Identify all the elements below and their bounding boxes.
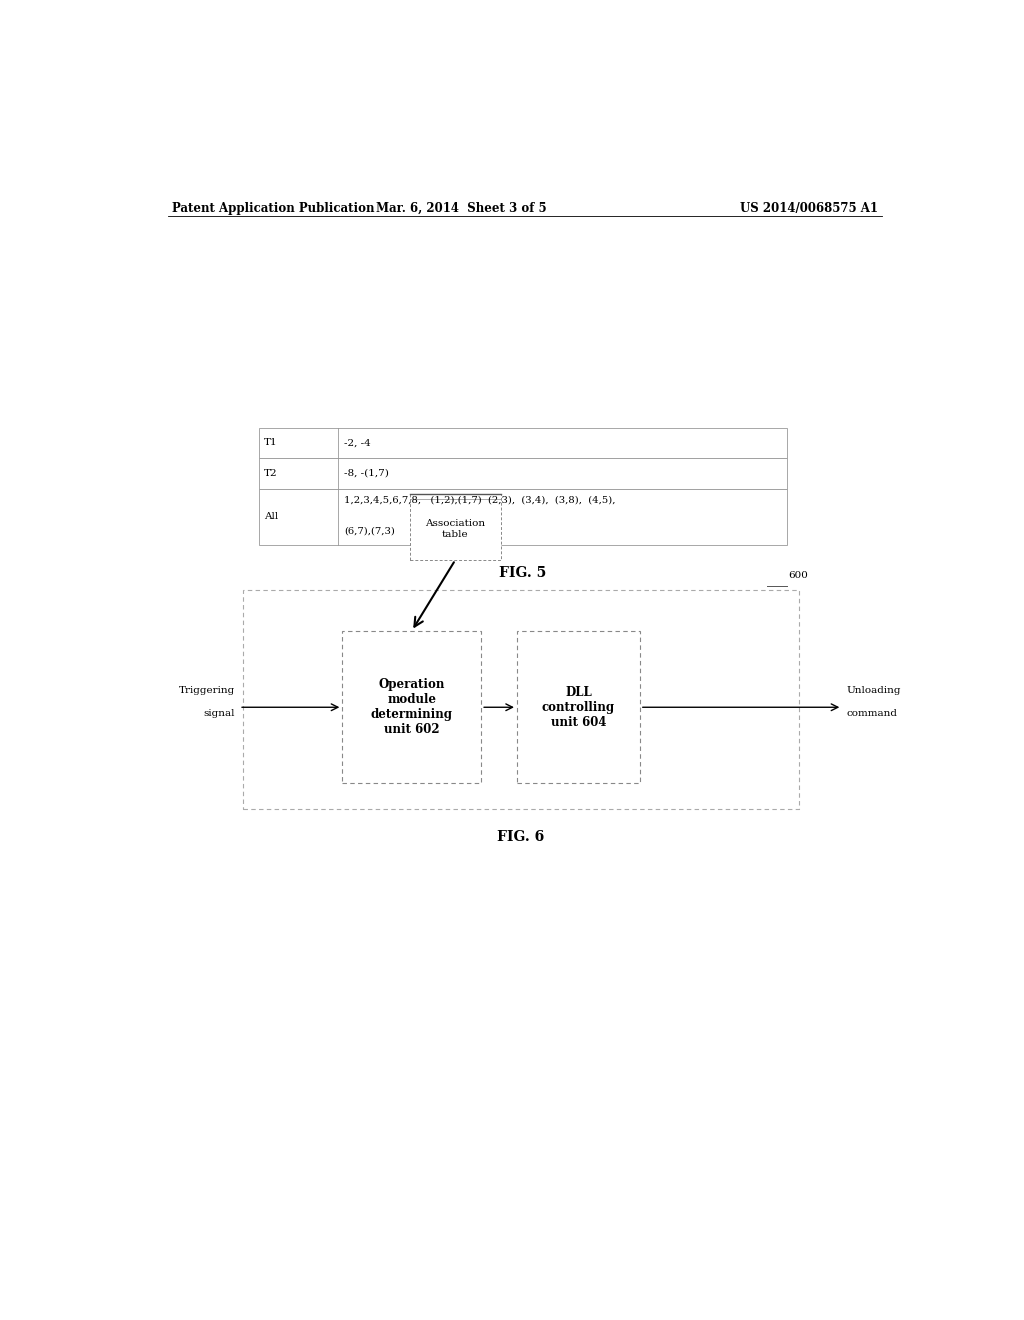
Bar	[517, 631, 640, 784]
Text: Patent Application Publication: Patent Application Publication	[172, 202, 374, 215]
Text: Mar. 6, 2014  Sheet 3 of 5: Mar. 6, 2014 Sheet 3 of 5	[376, 202, 547, 215]
Text: Operation
module
determining
unit 602: Operation module determining unit 602	[371, 678, 453, 737]
Text: T2: T2	[264, 469, 278, 478]
Bar	[410, 494, 501, 560]
Text: Triggering: Triggering	[179, 686, 236, 696]
Text: 1,2,3,4,5,6,7,8,   (1,2),(1,7)  (2,3),  (3,4),  (3,8),  (4,5),: 1,2,3,4,5,6,7,8, (1,2),(1,7) (2,3), (3,4…	[344, 496, 615, 504]
Text: All: All	[264, 512, 278, 521]
Bar	[342, 631, 481, 784]
Text: -8, -(1,7): -8, -(1,7)	[344, 469, 389, 478]
Text: FIG. 5: FIG. 5	[499, 566, 547, 579]
Text: T1: T1	[264, 438, 278, 447]
Bar	[259, 458, 786, 488]
Text: US 2014/0068575 A1: US 2014/0068575 A1	[740, 202, 878, 215]
Text: -2, -4: -2, -4	[344, 438, 371, 447]
Text: DLL
controlling
unit 604: DLL controlling unit 604	[542, 686, 615, 729]
Text: FIG. 6: FIG. 6	[498, 830, 545, 845]
Text: signal: signal	[204, 709, 236, 718]
Bar	[243, 590, 799, 809]
Bar	[259, 428, 786, 458]
Text: Association
table: Association table	[425, 519, 485, 539]
Bar	[259, 488, 786, 545]
Text: command: command	[846, 709, 897, 718]
Text: 600: 600	[788, 572, 808, 581]
Text: (6,7),(7,3): (6,7),(7,3)	[344, 527, 394, 536]
Text: Unloading: Unloading	[846, 686, 901, 696]
